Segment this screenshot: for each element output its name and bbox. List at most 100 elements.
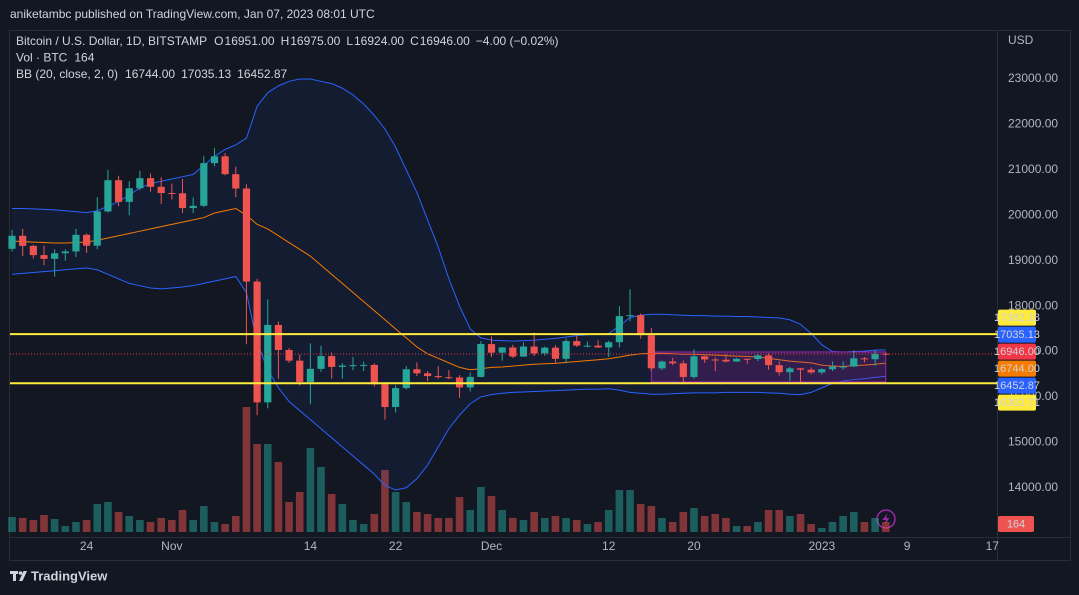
candle-body xyxy=(647,335,655,369)
legend-key: L xyxy=(346,34,353,48)
candle-body xyxy=(519,346,528,357)
volume-bar xyxy=(828,522,837,532)
candle-body xyxy=(626,315,634,317)
price-label-box xyxy=(998,360,1036,377)
candle-body xyxy=(210,156,219,164)
candle-body xyxy=(8,235,16,249)
x-tick-label: 12 xyxy=(602,539,616,553)
candle-body xyxy=(573,341,581,346)
volume-bar xyxy=(178,509,187,532)
price-label-box xyxy=(998,326,1036,343)
candle-body xyxy=(530,346,538,354)
candle-body xyxy=(871,353,879,360)
candle-body xyxy=(551,347,560,359)
volume-bar xyxy=(647,506,656,532)
volume-bar xyxy=(498,509,506,532)
candle-body xyxy=(828,366,837,370)
volume-bar xyxy=(168,519,176,532)
volume-bar xyxy=(487,496,496,532)
x-tick-label: 2023 xyxy=(808,539,835,553)
volume-bar xyxy=(700,516,709,532)
candle-body xyxy=(701,356,709,360)
candle-body xyxy=(498,347,506,353)
candle-body xyxy=(711,359,719,361)
volume-bar xyxy=(317,467,325,532)
candle-body xyxy=(487,344,496,353)
volume-bar xyxy=(157,517,165,532)
candle-body xyxy=(29,245,37,256)
candle-body xyxy=(583,345,592,347)
volume-bar xyxy=(82,519,91,532)
volume-bar xyxy=(775,509,784,532)
legend-value: 16924.00 xyxy=(354,34,404,48)
volume-bar xyxy=(125,516,134,532)
volume-bar xyxy=(818,527,826,532)
candle-body xyxy=(860,358,869,360)
candle-body xyxy=(509,347,517,357)
price-label-box xyxy=(998,343,1036,360)
candle-body xyxy=(306,368,314,382)
candle-body xyxy=(754,355,762,360)
volume-bar xyxy=(327,494,336,532)
volume-bar xyxy=(519,519,528,532)
volume-bar xyxy=(349,519,357,532)
y-tick-label: 23000.00 xyxy=(1008,71,1058,85)
candle-body xyxy=(178,193,187,209)
volume-bar xyxy=(146,522,155,532)
volume-bar xyxy=(594,522,602,532)
candle-body xyxy=(51,253,59,259)
legend-key: C xyxy=(410,34,419,48)
candle-body xyxy=(136,178,144,189)
legend-value: 16951.00 xyxy=(225,34,275,48)
volume-bar xyxy=(189,519,197,532)
x-tick-label: 14 xyxy=(304,539,318,553)
volume-bar xyxy=(445,517,453,532)
price-label-box xyxy=(998,309,1036,326)
legend-value: 16452.87 xyxy=(237,67,287,81)
volume-bar xyxy=(754,522,762,532)
publisher: aniketambc published on TradingView.com,… xyxy=(10,7,375,21)
candle-body xyxy=(296,360,304,382)
candle-body xyxy=(594,345,602,348)
y-tick-label: 20000.00 xyxy=(1008,207,1058,221)
x-tick-label: 24 xyxy=(80,539,94,553)
volume-bar xyxy=(338,504,347,532)
x-tick-label: 9 xyxy=(904,539,911,553)
candle-body xyxy=(40,255,48,259)
volume-bar xyxy=(370,514,379,532)
volume-bar xyxy=(551,516,560,532)
legend-value: −4.00 (−0.02%) xyxy=(476,34,559,48)
logo xyxy=(10,571,27,581)
volume-bar xyxy=(466,509,475,532)
volume-bar xyxy=(690,507,698,532)
candle-body xyxy=(669,361,677,364)
candle-body xyxy=(61,251,69,254)
candle-body xyxy=(189,205,197,209)
candle-body xyxy=(253,281,261,403)
volume-bar xyxy=(679,512,688,532)
candle-body xyxy=(690,356,698,377)
plot-area xyxy=(8,78,997,532)
volume-bar xyxy=(274,462,283,532)
x-tick-label: 17 xyxy=(986,539,1000,553)
volume-bar xyxy=(530,512,538,532)
volume-bar xyxy=(359,524,368,532)
volume-bar xyxy=(796,514,805,532)
legend-value: 16946.00 xyxy=(420,34,470,48)
volume-bar xyxy=(231,516,240,532)
candle-body xyxy=(882,353,890,355)
candle-body xyxy=(818,369,826,373)
volume-bar xyxy=(402,502,411,532)
candle-body xyxy=(221,156,229,175)
price-label: 16946.00 xyxy=(994,346,1040,358)
legend-title: BB (20, close, 2, 0) xyxy=(16,67,118,81)
volume-bar xyxy=(881,522,890,532)
candle-body xyxy=(19,235,27,246)
volume-bar xyxy=(285,502,293,532)
candle-body xyxy=(114,180,123,202)
volume-bar xyxy=(18,517,27,532)
volume-bar xyxy=(221,524,229,532)
candle-body xyxy=(413,369,421,374)
x-tick-label: Dec xyxy=(481,539,502,553)
